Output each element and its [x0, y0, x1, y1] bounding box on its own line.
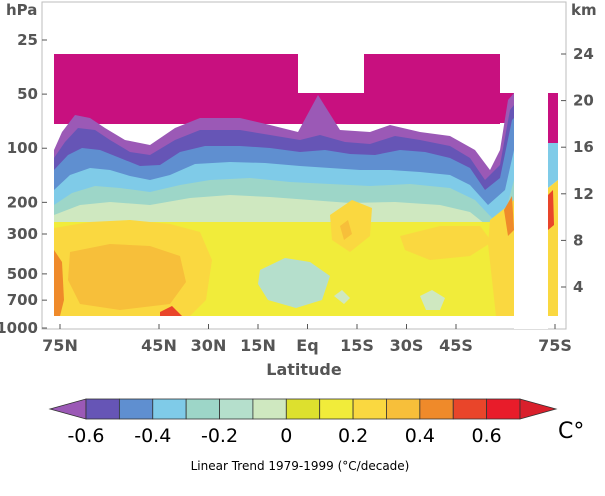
warm-region-south-upper: [400, 226, 492, 260]
left-pressure-axis: 25 50 100 200 300 500 700 1000: [0, 31, 47, 337]
left-axis-unit-label: hPa: [6, 1, 37, 19]
colorbar-bin: [352, 398, 387, 420]
colorbar-high-end: [519, 398, 558, 420]
left-axis-tick-label: 700: [7, 291, 38, 309]
left-axis-tick-label: 25: [17, 31, 38, 49]
colorbar-bin: [319, 398, 354, 420]
hot-spot-south-upper: [340, 220, 352, 240]
right-axis-tick-label: 24: [573, 45, 594, 63]
colorbar-tick-label: -0.4: [134, 425, 171, 447]
x-axis-tick-label: 45S: [439, 336, 473, 355]
colorbar-tick-label: -0.6: [67, 425, 104, 447]
missing-data-gap-eq: [298, 54, 364, 93]
stratosphere-band: [54, 54, 500, 124]
colorbar-bin: [386, 398, 421, 420]
colorbar-low-end: [48, 398, 87, 420]
missing-data-gap-south: [514, 93, 548, 329]
left-axis-tick-label: 100: [7, 139, 38, 157]
latitude-axis: 75N 45N 30N 15N Eq 15S 30S 45S 75S: [42, 324, 572, 355]
colorbar-tick-labels: -0.6 -0.4 -0.2 0 0.2 0.4 0.6: [67, 425, 501, 447]
cool-patch-south: [420, 290, 445, 310]
x-axis-tick-label: 15N: [240, 336, 276, 355]
x-axis-tick-label: Eq: [296, 336, 318, 355]
right-axis-unit-label: km: [571, 1, 597, 19]
left-axis-tick-label: 500: [7, 265, 38, 283]
colorbar-caption: Linear Trend 1979-1999 (°C/decade): [191, 459, 410, 473]
colorbar-bin: [118, 398, 154, 420]
right-height-axis: 24 20 16 12 8 4: [561, 45, 594, 296]
colorbar-bin: [185, 398, 220, 420]
colorbar-tick-label: 0: [280, 425, 292, 447]
x-axis-tick-label: 75S: [538, 336, 572, 355]
hot-spot-north-deep: [160, 306, 182, 316]
x-axis-tick-label: 45N: [141, 336, 177, 355]
left-axis-tick-label: 1000: [0, 319, 38, 337]
pole-column-hot: [548, 190, 554, 230]
colorbar-tick-label: -0.2: [201, 425, 238, 447]
left-axis-tick-label: 300: [7, 225, 38, 243]
colorbar-tick-label: 0.6: [472, 425, 502, 447]
left-axis-tick-label: 50: [17, 85, 38, 103]
right-axis-tick-label: 8: [573, 231, 583, 249]
x-axis-tick-label: 30S: [390, 336, 424, 355]
cool-patch-eq-deep: [334, 290, 350, 304]
warm-core-south-upper: [330, 200, 372, 252]
colorbar: [48, 398, 558, 420]
colorbar-bin: [252, 398, 287, 420]
colorbar-tick-label: 0.2: [338, 425, 368, 447]
x-axis-title: Latitude: [266, 360, 342, 379]
pole-column-cool: [548, 143, 558, 188]
colorbar-bin: [486, 398, 521, 420]
colorbar-bin: [452, 398, 488, 420]
stratosphere-band-pole: [548, 93, 558, 143]
colorbar-bin: [285, 398, 321, 420]
south-edge-hot: [504, 196, 514, 236]
colorbar-bin: [219, 398, 254, 420]
contour-field: [54, 54, 558, 329]
colorbar-bin: [152, 398, 187, 420]
left-axis-tick-label: 200: [7, 193, 38, 211]
plot-area-border: [41, 1, 567, 330]
plot-frame: [41, 1, 567, 330]
colorbar-tick-label: 0.4: [405, 425, 435, 447]
colorbar-bin: [419, 398, 454, 420]
right-axis-tick-label: 16: [573, 138, 594, 156]
right-axis-tick-label: 20: [573, 92, 594, 110]
hot-spot-north-surface: [54, 250, 64, 316]
x-axis-tick-label: 75N: [42, 336, 78, 355]
x-axis-tick-label: 30N: [191, 336, 227, 355]
right-axis-tick-label: 4: [573, 278, 583, 296]
colorbar-unit: C°: [558, 419, 584, 444]
right-axis-tick-label: 12: [573, 185, 594, 203]
colorbar-bin: [85, 398, 120, 420]
x-axis-tick-label: 15S: [340, 336, 374, 355]
cool-patch-central: [258, 258, 330, 308]
warm-core-north: [68, 244, 186, 310]
